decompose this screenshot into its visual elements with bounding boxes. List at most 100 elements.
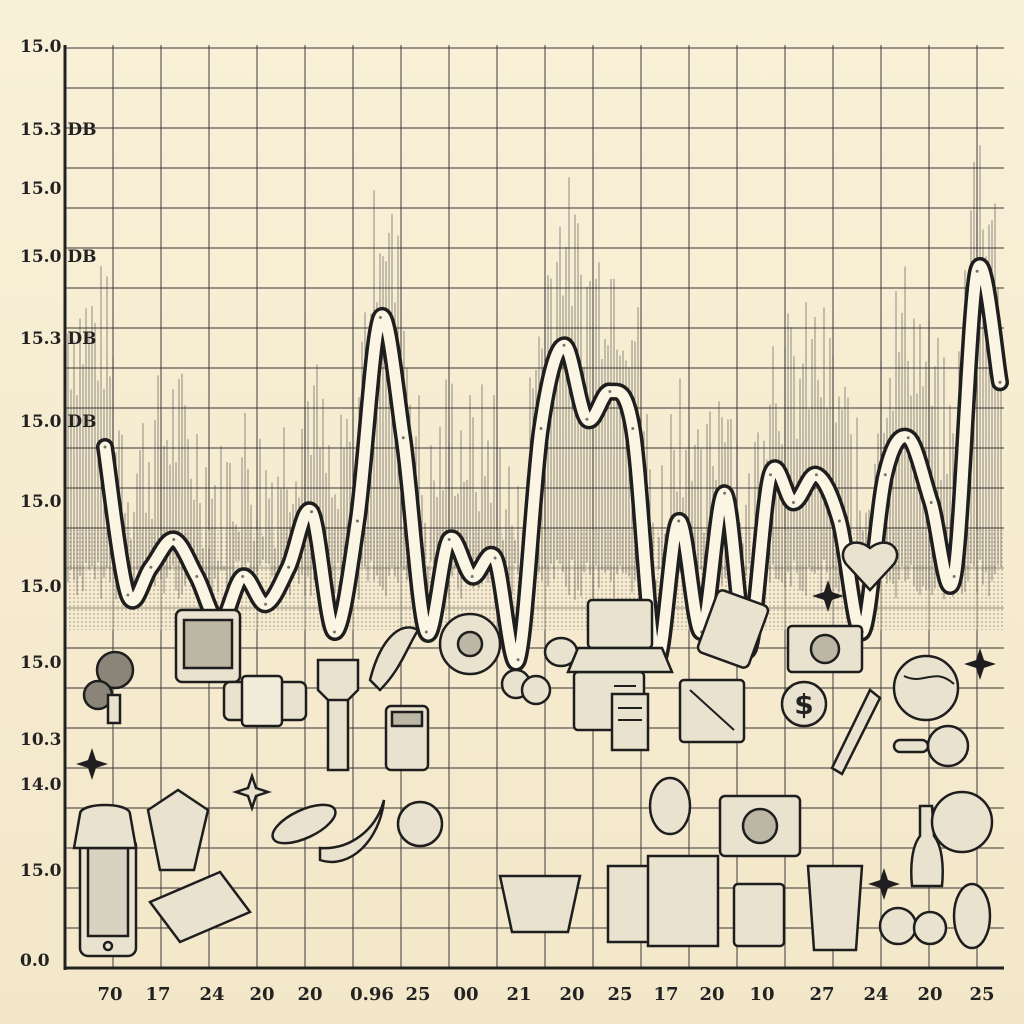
y-tick-label: 15.0 [20,577,62,597]
data-point [792,501,795,504]
mic-icon [82,650,135,725]
data-point [172,538,176,541]
pen-icon [830,688,882,776]
x-tick-label: 24 [863,984,888,1005]
x-tick-label: 25 [969,984,994,1005]
data-point [677,519,681,523]
bag-icon [72,803,138,850]
data-point [516,658,520,662]
x-tick-label: 27 [809,984,834,1005]
shirt-icon [146,788,210,872]
y-tick-label: 15.3 DB [20,120,96,140]
x-tick-label: 20 [559,984,584,1005]
cup-icon [806,864,864,952]
star-icon [868,868,900,900]
dollar-icon: $ [780,680,828,728]
data-point [195,575,199,578]
tablet-icon [78,836,138,958]
data-point [493,556,497,560]
x-tick-label: 20 [249,984,274,1005]
dollar-glyph: $ [794,688,813,721]
calculator-icon [384,704,430,772]
document-icon [610,692,650,752]
pineapple-icon [952,882,992,950]
y-tick-label: 15.0 [20,653,62,673]
document-icon [732,882,786,948]
x-tick-label: 20 [297,984,322,1005]
data-point [837,519,841,523]
wallet-icon [678,678,746,744]
data-point [929,501,933,504]
x-tick-label: 25 [405,984,430,1005]
y-tick-label: 15.0 [20,861,62,881]
chevron-icon [316,658,360,772]
data-point [378,316,382,319]
data-point [126,593,130,597]
y-tick-label: 15.0 [20,492,62,512]
book-icon [148,870,252,944]
pepper-icon [368,626,420,692]
camera-icon [786,624,864,674]
data-point [264,602,268,606]
globe-icon [892,654,960,722]
data-point [562,343,566,347]
data-point [769,473,772,477]
x-tick-label: 0.96 [350,984,394,1005]
phone-icon [696,589,770,669]
star-icon [76,748,108,780]
x-tick-label: 70 [97,984,122,1005]
fruit-icon [500,668,552,706]
star-icon [964,648,996,680]
sparkle-icon [232,772,272,812]
ball-icon [930,790,994,854]
banana-icon [318,799,386,864]
pineapple-icon [648,776,692,836]
y-tick-labels: 15.0 15.3 DB 15.0 15.0 DB 15.3 DB 15.0 DB 15.0… [20,37,96,971]
monitor-icon [174,608,242,684]
y-tick-label: 0.0 [20,951,50,971]
data-point [241,575,245,578]
data-point [585,417,589,421]
apple-icon [396,800,444,848]
y-tick-label: 14.0 [20,775,62,795]
shopping-bag-icon [606,854,720,948]
data-point [998,380,1002,384]
magnifier-icon [892,724,970,768]
x-tick-label: 21 [506,984,531,1005]
x-tick-label: 00 [453,984,478,1005]
basket-icon [498,874,582,934]
corn-icon [271,803,337,845]
data-point [883,473,887,477]
gear-icon [438,612,502,676]
y-tick-label: 15.0 [20,37,62,57]
y-tick-label: 10.3 [20,730,61,750]
y-tick-label: 15.0 [20,179,62,199]
x-tick-label: 20 [917,984,942,1005]
y-tick-label: 15.3 DB [20,329,96,349]
star-icon [812,580,844,612]
data-point [310,510,313,514]
data-point [723,491,727,495]
x-tick-label: 24 [199,984,224,1005]
data-point [906,436,910,440]
icon-collage: $ [72,541,996,958]
data-point [447,538,451,541]
y-tick-label: 15.0 DB [20,247,96,267]
camera-icon [718,794,802,858]
data-point [952,575,956,578]
data-point [631,427,635,430]
data-point [103,445,107,449]
laptop-icon [566,598,674,674]
data-point [149,565,153,569]
heart-icon [841,541,899,592]
x-tick-labels: 70 17 24 20 20 0.96 25 00 21 20 25 17 20 10 27 24 20 25 [97,984,994,1005]
candy-icon [878,906,948,946]
data-point [424,630,428,634]
data-point [814,473,818,477]
data-point [608,390,612,393]
y-tick-label: 15.0 DB [20,412,96,432]
data-point [975,269,979,273]
x-tick-label: 17 [145,984,170,1005]
